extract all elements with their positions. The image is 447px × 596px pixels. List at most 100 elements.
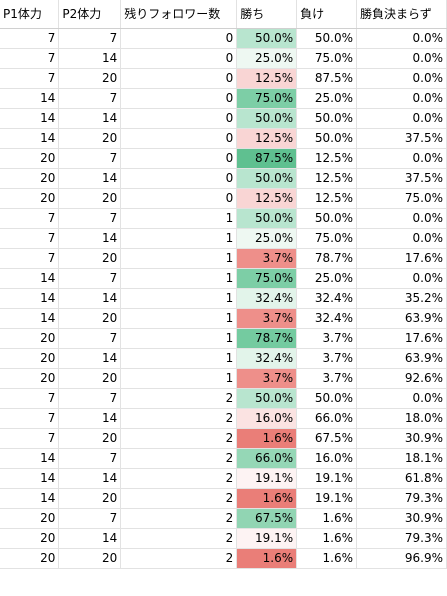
cell-p1[interactable]: 7 [0, 428, 60, 449]
cell-win[interactable]: 3.7% [236, 308, 298, 329]
cell-draw[interactable]: 17.6% [356, 328, 447, 349]
cell-p2[interactable]: 14 [58, 108, 122, 129]
cell-p1[interactable]: 7 [0, 48, 60, 69]
cell-win[interactable]: 32.4% [236, 288, 298, 309]
cell-draw[interactable]: 0.0% [356, 88, 447, 109]
cell-draw[interactable]: 96.9% [356, 548, 447, 569]
cell-p2[interactable]: 20 [58, 428, 122, 449]
cell-p1[interactable]: 7 [0, 68, 60, 89]
cell-p1[interactable]: 14 [0, 128, 60, 149]
cell-lose[interactable]: 50.0% [296, 28, 358, 49]
cell-followers[interactable]: 1 [120, 348, 238, 369]
cell-win[interactable]: 19.1% [236, 528, 298, 549]
cell-p2[interactable]: 20 [58, 248, 122, 269]
header-cell-lose[interactable]: 負け [296, 0, 358, 29]
cell-p1[interactable]: 7 [0, 228, 60, 249]
cell-followers[interactable]: 1 [120, 288, 238, 309]
cell-followers[interactable]: 1 [120, 248, 238, 269]
cell-win[interactable]: 66.0% [236, 448, 298, 469]
cell-win[interactable]: 50.0% [236, 208, 298, 229]
cell-p1[interactable]: 7 [0, 28, 60, 49]
cell-p2[interactable]: 7 [58, 508, 122, 529]
cell-p2[interactable]: 14 [58, 228, 122, 249]
cell-p1[interactable]: 20 [0, 348, 60, 369]
cell-lose[interactable]: 3.7% [296, 328, 358, 349]
cell-p1[interactable]: 20 [0, 328, 60, 349]
cell-followers[interactable]: 2 [120, 388, 238, 409]
cell-win[interactable]: 12.5% [236, 128, 298, 149]
cell-p2[interactable]: 7 [58, 88, 122, 109]
cell-draw[interactable]: 61.8% [356, 468, 447, 489]
cell-lose[interactable]: 1.6% [296, 508, 358, 529]
cell-p2[interactable]: 14 [58, 48, 122, 69]
cell-p1[interactable]: 14 [0, 268, 60, 289]
cell-p2[interactable]: 14 [58, 468, 122, 489]
cell-followers[interactable]: 2 [120, 468, 238, 489]
cell-lose[interactable]: 12.5% [296, 148, 358, 169]
cell-followers[interactable]: 0 [120, 128, 238, 149]
cell-lose[interactable]: 3.7% [296, 368, 358, 389]
cell-p2[interactable]: 7 [58, 448, 122, 469]
cell-p2[interactable]: 14 [58, 348, 122, 369]
cell-win[interactable]: 1.6% [236, 548, 298, 569]
cell-draw[interactable]: 35.2% [356, 288, 447, 309]
cell-win[interactable]: 87.5% [236, 148, 298, 169]
cell-draw[interactable]: 0.0% [356, 208, 447, 229]
cell-p1[interactable]: 14 [0, 468, 60, 489]
cell-win[interactable]: 50.0% [236, 108, 298, 129]
cell-win[interactable]: 25.0% [236, 228, 298, 249]
cell-followers[interactable]: 0 [120, 148, 238, 169]
cell-draw[interactable]: 37.5% [356, 128, 447, 149]
cell-draw[interactable]: 75.0% [356, 188, 447, 209]
cell-lose[interactable]: 12.5% [296, 168, 358, 189]
cell-lose[interactable]: 16.0% [296, 448, 358, 469]
cell-draw[interactable]: 92.6% [356, 368, 447, 389]
cell-lose[interactable]: 19.1% [296, 488, 358, 509]
cell-p1[interactable]: 20 [0, 368, 60, 389]
header-cell-followers[interactable]: 残りフォロワー数 [120, 0, 238, 29]
cell-p1[interactable]: 14 [0, 108, 60, 129]
cell-followers[interactable]: 0 [120, 168, 238, 189]
cell-p1[interactable]: 7 [0, 408, 60, 429]
cell-win[interactable]: 67.5% [236, 508, 298, 529]
cell-lose[interactable]: 19.1% [296, 468, 358, 489]
cell-p2[interactable]: 14 [58, 408, 122, 429]
cell-draw[interactable]: 37.5% [356, 168, 447, 189]
cell-win[interactable]: 1.6% [236, 428, 298, 449]
cell-p1[interactable]: 14 [0, 288, 60, 309]
cell-p2[interactable]: 14 [58, 168, 122, 189]
cell-lose[interactable]: 32.4% [296, 308, 358, 329]
cell-followers[interactable]: 1 [120, 228, 238, 249]
cell-lose[interactable]: 67.5% [296, 428, 358, 449]
cell-draw[interactable]: 79.3% [356, 488, 447, 509]
cell-draw[interactable]: 63.9% [356, 308, 447, 329]
header-cell-draw[interactable]: 勝負決まらず [356, 0, 447, 29]
cell-win[interactable]: 19.1% [236, 468, 298, 489]
cell-followers[interactable]: 0 [120, 48, 238, 69]
cell-p2[interactable]: 14 [58, 288, 122, 309]
cell-p2[interactable]: 7 [58, 328, 122, 349]
cell-draw[interactable]: 63.9% [356, 348, 447, 369]
cell-p2[interactable]: 20 [58, 488, 122, 509]
cell-followers[interactable]: 2 [120, 428, 238, 449]
cell-followers[interactable]: 2 [120, 448, 238, 469]
cell-win[interactable]: 32.4% [236, 348, 298, 369]
cell-draw[interactable]: 0.0% [356, 388, 447, 409]
cell-p1[interactable]: 14 [0, 488, 60, 509]
cell-followers[interactable]: 1 [120, 208, 238, 229]
cell-followers[interactable]: 2 [120, 508, 238, 529]
cell-followers[interactable]: 2 [120, 408, 238, 429]
cell-lose[interactable]: 25.0% [296, 268, 358, 289]
cell-p2[interactable]: 20 [58, 548, 122, 569]
cell-draw[interactable]: 18.1% [356, 448, 447, 469]
cell-win[interactable]: 16.0% [236, 408, 298, 429]
cell-p2[interactable]: 20 [58, 188, 122, 209]
cell-win[interactable]: 75.0% [236, 88, 298, 109]
cell-followers[interactable]: 0 [120, 108, 238, 129]
cell-followers[interactable]: 2 [120, 488, 238, 509]
cell-draw[interactable]: 0.0% [356, 108, 447, 129]
cell-win[interactable]: 12.5% [236, 68, 298, 89]
cell-p2[interactable]: 20 [58, 308, 122, 329]
cell-lose[interactable]: 3.7% [296, 348, 358, 369]
cell-p2[interactable]: 20 [58, 368, 122, 389]
